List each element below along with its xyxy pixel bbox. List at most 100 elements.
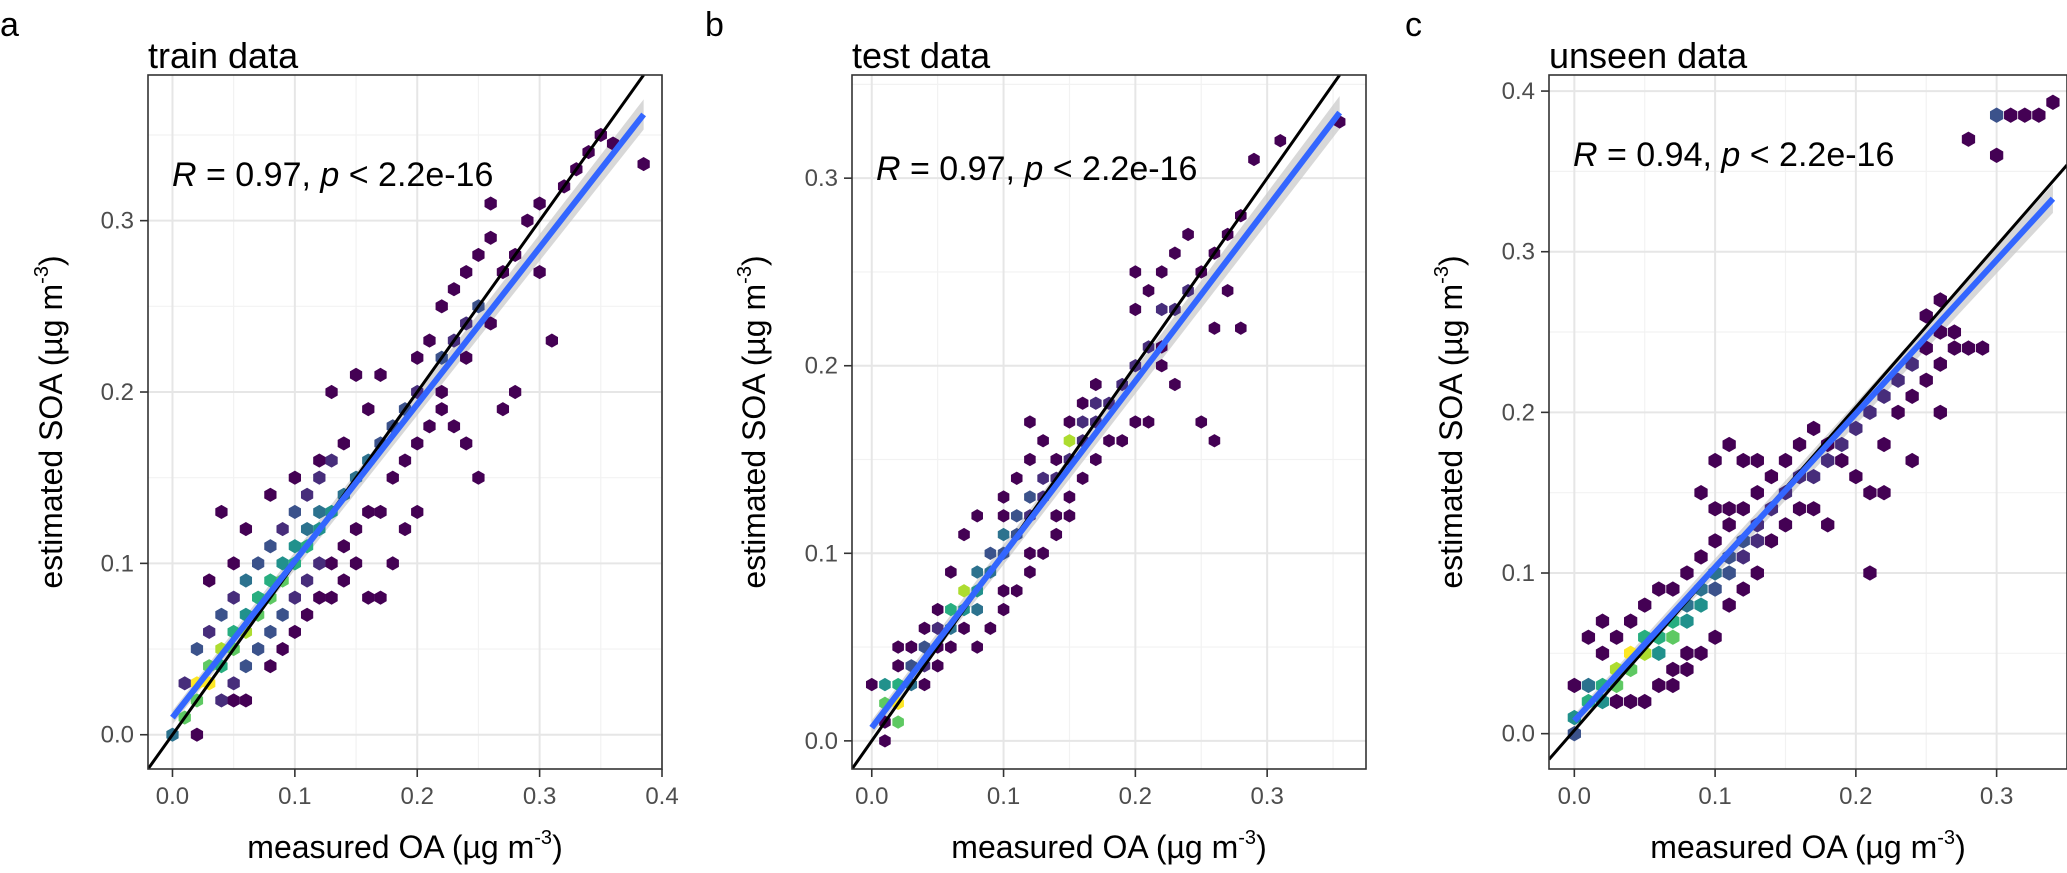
hexbin-cell [1581, 629, 1596, 645]
hexbin-cell [313, 453, 326, 468]
p-symbol: p [1023, 150, 1043, 188]
hexbin-cell [1764, 468, 1779, 485]
r-symbol: R [172, 156, 197, 194]
hexbin-cell [1975, 340, 1990, 356]
panel-letter: c [1405, 6, 1422, 44]
hexbin-cell [958, 584, 970, 598]
panel-title: test data [852, 35, 991, 76]
hexbin-cell [931, 659, 944, 673]
panel-train: a train data R = 0.97, p < 2.2e-16 0.0 0.… [0, 6, 679, 865]
hexbin-cell [1037, 434, 1049, 448]
hexbin-cell [1933, 356, 1947, 372]
hexbin-cell [227, 590, 240, 605]
hexbin-cell [1736, 501, 1750, 517]
hexbin-cell [905, 640, 918, 654]
hexbin-cell [984, 621, 997, 635]
hexbin-cell [1142, 284, 1155, 298]
hexbin-cell [215, 693, 228, 708]
hexbin-cell [1567, 677, 1581, 694]
hexbin-cell [1835, 452, 1849, 469]
hexbin-cell [288, 504, 301, 520]
r-symbol: R [1573, 136, 1598, 174]
x-axis-label-exponent: -3 [1937, 827, 1955, 849]
hexbin-cell [1155, 265, 1168, 279]
hexbin-cell [288, 470, 301, 485]
hexbin-cell [533, 264, 546, 280]
hexbin-cell [1708, 501, 1722, 517]
hexbin-cell [879, 734, 891, 748]
x-axis-label-main: measured OA (µg m [951, 829, 1238, 865]
hexbin-cell [958, 621, 970, 635]
x-axis-ticks: 0.0 0.1 0.2 0.3 [855, 769, 1284, 810]
identity-line [852, 75, 1341, 769]
hexbin-cell [1116, 434, 1128, 448]
hexbin-cell [276, 607, 289, 622]
hexbin-cell [971, 565, 983, 579]
y-tick-label: 0.3 [805, 165, 838, 192]
x-axis-ticks: 0.0 0.1 0.2 0.3 [1558, 769, 2013, 810]
hexbin-cell [1248, 152, 1260, 167]
hexbin-cell [1050, 527, 1063, 542]
hexbin-cell [472, 470, 485, 485]
x-tick-label: 0.2 [401, 783, 434, 810]
hexbin-cell [997, 490, 1010, 504]
y-axis-label-main: estimated SOA (µg m [1433, 284, 1469, 589]
x-axis-label-exponent: -3 [1238, 827, 1256, 849]
hexbin-cell [971, 602, 983, 617]
hexbin-cell [288, 539, 301, 554]
hexbin-cell [325, 556, 338, 571]
hexbin-cell [1680, 565, 1694, 581]
hexbin-cell [300, 573, 314, 588]
hexbin-cell [435, 384, 448, 400]
hexbin-cell [971, 509, 983, 523]
y-tick-label: 0.1 [1502, 560, 1535, 587]
hexbin-cell [1778, 517, 1793, 533]
hexbin-cell [1595, 645, 1610, 661]
hexbin-cell [252, 641, 265, 657]
hexbin-cell [398, 522, 412, 537]
y-tick-label: 0.1 [805, 540, 838, 567]
hexbin-cells [865, 115, 1346, 748]
plot-area [1548, 74, 2067, 770]
hexbin-cell [1142, 415, 1155, 429]
hexbin-cell [1208, 321, 1221, 335]
hexbin-cell [411, 350, 424, 365]
x-tick-label: 0.3 [523, 783, 556, 810]
hexbin-cell [239, 522, 253, 537]
y-tick-label: 0.4 [1502, 78, 1535, 105]
hexbin-cell [374, 590, 387, 605]
y-axis-label-exponent: -3 [31, 266, 53, 284]
hexbin-cell [1835, 436, 1849, 453]
hexbin-cell [2018, 107, 2032, 123]
hexbin-cell [227, 556, 240, 571]
hexbin-cell [313, 470, 326, 485]
hexbin-cell [1010, 584, 1023, 598]
panel-test: b test data R = 0.97, p < 2.2e-16 0.0 0.1… [705, 6, 1367, 865]
y-tick-label: 0.0 [805, 728, 838, 755]
hexbin-cell [1195, 415, 1208, 429]
hexbin-cell [1764, 533, 1779, 549]
hexbin-cell [1169, 246, 1181, 260]
hexbin-cell [337, 539, 350, 554]
hexbin-cell [1750, 452, 1764, 469]
y-tick-label: 0.0 [1502, 721, 1535, 748]
hexbin-cell [190, 641, 204, 657]
x-tick-label: 0.1 [1698, 783, 1731, 810]
plot-area [851, 74, 1367, 770]
hexbin-cell [300, 487, 314, 502]
hexbin-cell [411, 504, 424, 520]
hexbin-cell [1806, 501, 1821, 517]
hexbin-cell [227, 693, 240, 708]
hexbin-cell [1638, 693, 1652, 710]
x-axis-label-end: ) [1256, 829, 1267, 865]
hexbin-cell [1129, 265, 1142, 279]
hexbin-cell [1050, 452, 1063, 467]
y-tick-label: 0.2 [101, 379, 134, 406]
correlation-annotation: R = 0.94, p < 2.2e-16 [1573, 136, 1894, 174]
hexbin-cell [1581, 677, 1596, 694]
hexbin-cell [1155, 302, 1168, 317]
hexbin-cell [1722, 517, 1736, 533]
hexbin-cell [945, 565, 957, 579]
hexbin-cell [460, 264, 473, 280]
plot-border [147, 74, 663, 770]
